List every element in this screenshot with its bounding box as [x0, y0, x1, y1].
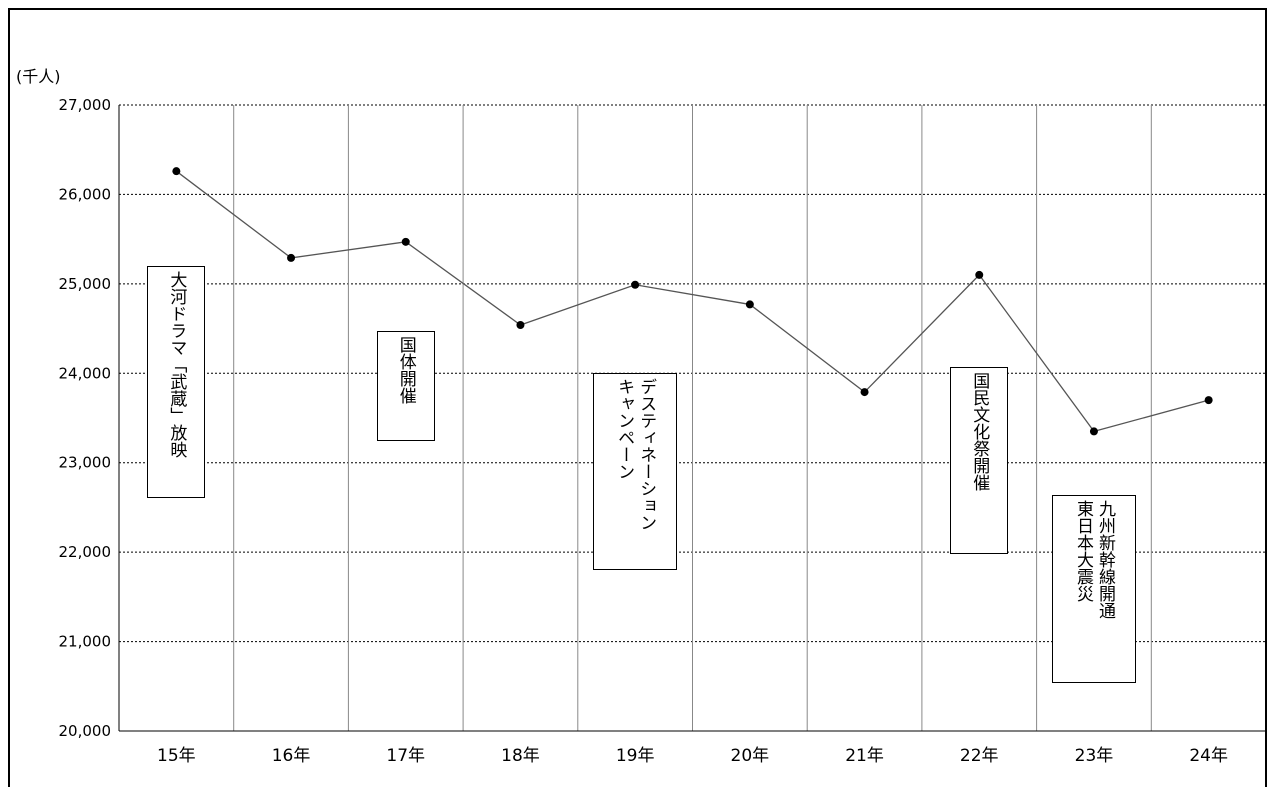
- data-point: [1204, 396, 1213, 405]
- x-tick-label: 17年: [386, 746, 425, 766]
- series-line: [175, 170, 1209, 433]
- x-tick-label: 21年: [845, 746, 884, 766]
- annotation-text: 国民文化祭開催: [969, 372, 990, 492]
- data-point: [975, 270, 984, 279]
- y-tick-label: 20,000: [59, 722, 112, 740]
- y-tick-label: 25,000: [59, 275, 112, 293]
- y-tick-label: 22,000: [59, 543, 112, 561]
- annotation-box: 国民文化祭開催: [950, 367, 1009, 554]
- x-tick-label: 20年: [731, 746, 770, 766]
- data-point: [516, 320, 525, 329]
- annotation-text: 大河ドラマ「武蔵」放映: [166, 270, 187, 458]
- data-point: [172, 167, 181, 176]
- x-tick-label: 16年: [272, 746, 311, 766]
- annotation-box: 大河ドラマ「武蔵」放映: [147, 265, 206, 499]
- y-tick-label: 24,000: [59, 364, 112, 382]
- x-tick-label: 24年: [1189, 746, 1228, 766]
- data-point: [745, 300, 754, 309]
- annotation-text: キャンペーン: [614, 378, 635, 481]
- y-tick-label: 21,000: [59, 633, 112, 651]
- annotation-text: 九州新幹線開通: [1094, 499, 1115, 619]
- y-tick-label: 23,000: [59, 454, 112, 472]
- x-tick-label: 23年: [1075, 746, 1114, 766]
- y-unit-label: (千人): [16, 67, 61, 86]
- x-tick-label: 22年: [960, 746, 999, 766]
- data-point: [287, 253, 296, 262]
- annotation-text: デスティネーション: [636, 378, 657, 532]
- data-point: [401, 237, 410, 246]
- annotation-box: デスティネーション キャンペーン: [593, 373, 678, 571]
- x-tick-label: 18年: [501, 746, 540, 766]
- annotation-text: 東日本大震災: [1072, 499, 1093, 602]
- x-tick-label: 19年: [616, 746, 655, 766]
- y-tick-label: 26,000: [59, 185, 112, 203]
- annotation-box: 国体開催: [376, 331, 435, 442]
- line-chart: 20,000 21,000 22,000 23,000 24,000 25,000 26,0…: [16, 67, 1266, 766]
- y-tick-label: 27,000: [59, 96, 112, 114]
- x-tick-label: 15年: [157, 746, 196, 766]
- data-point: [1089, 427, 1098, 436]
- annotation-box: 九州新幹線開通 東日本大震災: [1051, 494, 1136, 683]
- data-point: [860, 388, 869, 397]
- chart-container: 20,000 21,000 22,000 23,000 24,000 25,000 26,0…: [8, 8, 1267, 787]
- data-point: [631, 280, 640, 289]
- annotation-text: 国体開催: [395, 336, 416, 405]
